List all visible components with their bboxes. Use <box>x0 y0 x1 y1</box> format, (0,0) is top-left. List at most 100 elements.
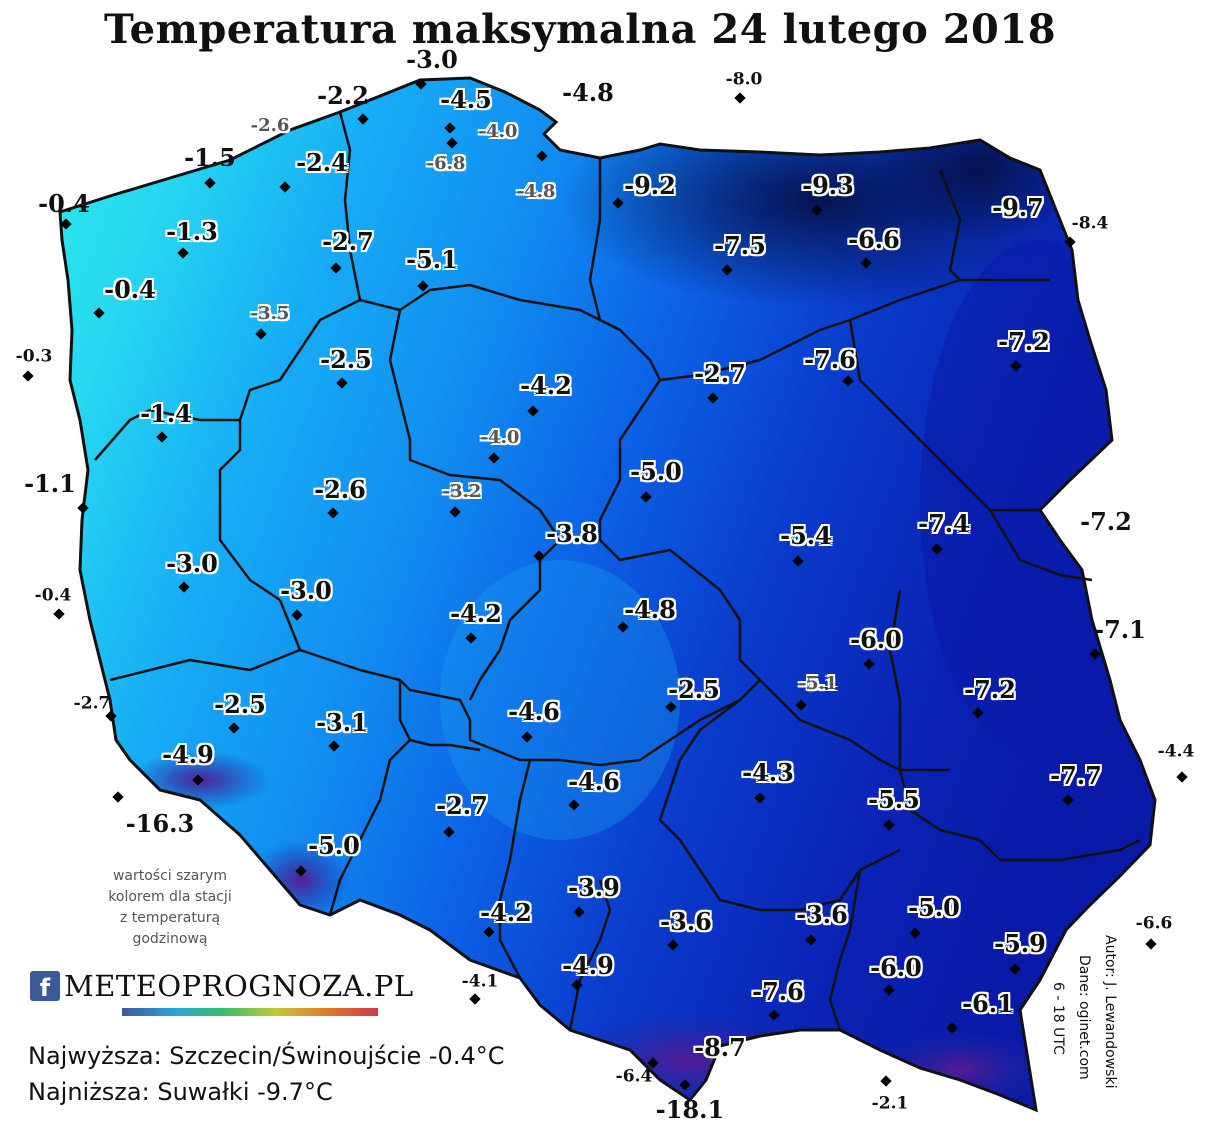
station-marker <box>533 550 545 562</box>
station-temperature: -7.6 <box>804 345 856 374</box>
station-marker <box>795 699 807 711</box>
station-temperature: -6.6 <box>848 225 900 254</box>
station-marker <box>446 137 458 149</box>
station-temperature: -3.8 <box>546 519 598 548</box>
foreign-station-temperature: -6.6 <box>1135 913 1173 934</box>
station-marker <box>1062 794 1074 806</box>
station-marker <box>1145 938 1157 950</box>
station-temperature: -8.7 <box>694 1033 746 1062</box>
brand-logo[interactable]: f METEOPROGNOZA.PL <box>30 966 414 1006</box>
station-temperature: -5.5 <box>868 785 920 814</box>
station-marker <box>112 791 124 803</box>
station-marker <box>1176 771 1188 783</box>
station-temperature: -3.9 <box>568 873 620 902</box>
station-marker <box>483 926 495 938</box>
station-temperature: -7.2 <box>964 675 1016 704</box>
border-station-temperature: -2.2 <box>317 81 369 110</box>
station-temperature: -2.4 <box>296 148 348 177</box>
station-marker <box>465 632 477 644</box>
station-temperature: -2.5 <box>320 345 372 374</box>
foreign-station-temperature: -4.1 <box>461 971 499 992</box>
station-marker <box>768 1009 780 1021</box>
station-temperature: -4.2 <box>450 599 502 628</box>
station-temperature: -2.7 <box>694 359 746 388</box>
station-marker <box>640 491 652 503</box>
time-range-credit: 6 - 18 UTC <box>1050 982 1066 1055</box>
station-marker <box>336 377 348 389</box>
station-marker <box>573 906 585 918</box>
note-line: godzinową <box>132 931 208 947</box>
station-marker <box>443 826 455 838</box>
station-marker <box>972 707 984 719</box>
station-marker <box>883 819 895 831</box>
station-marker <box>665 701 677 713</box>
lowest-temperature: Najniższa: Suwałki -9.7°C <box>28 1078 333 1106</box>
station-temperature: -4.2 <box>520 371 572 400</box>
station-marker <box>571 979 583 991</box>
station-temperature: -9.3 <box>802 171 854 200</box>
station-temperature: -5.0 <box>908 893 960 922</box>
station-marker <box>488 452 500 464</box>
station-temperature: -3.6 <box>660 907 712 936</box>
station-marker <box>327 507 339 519</box>
station-temperature: -2.7 <box>322 227 374 256</box>
station-marker <box>617 621 629 633</box>
border-station-temperature: -1.5 <box>184 143 236 172</box>
station-temperature: -5.0 <box>630 457 682 486</box>
station-marker <box>811 204 823 216</box>
station-marker <box>228 722 240 734</box>
station-marker <box>792 555 804 567</box>
station-marker <box>1010 360 1022 372</box>
hourly-station-temperature: -2.6 <box>250 115 290 136</box>
station-marker <box>679 1079 691 1091</box>
station-temperature: -4.6 <box>568 767 620 796</box>
foreign-station-temperature: -0.3 <box>15 346 53 367</box>
station-temperature: -4.3 <box>742 758 794 787</box>
station-marker <box>192 774 204 786</box>
station-temperature: -4.5 <box>440 85 492 114</box>
author-credit: Autor: J. Lewandowski <box>1102 935 1118 1089</box>
station-marker <box>449 506 461 518</box>
station-marker <box>204 177 216 189</box>
foreign-station-temperature: -2.1 <box>871 1093 909 1114</box>
station-temperature: -7.6 <box>752 977 804 1006</box>
station-temperature: -2.7 <box>436 791 488 820</box>
station-temperature: -4.8 <box>624 595 676 624</box>
station-temperature: -3.1 <box>316 708 368 737</box>
station-temperature: -4.2 <box>480 898 532 927</box>
station-temperature: -3.0 <box>280 576 332 605</box>
station-marker <box>178 581 190 593</box>
facebook-icon[interactable]: f <box>30 971 60 1002</box>
station-marker <box>53 608 65 620</box>
station-marker <box>156 431 168 443</box>
station-temperature: -2.5 <box>214 690 266 719</box>
hourly-station-temperature: -6.8 <box>426 153 466 174</box>
station-marker <box>805 934 817 946</box>
station-marker <box>279 181 291 193</box>
station-marker <box>255 328 267 340</box>
hourly-station-temperature: -4.8 <box>516 181 556 202</box>
station-temperature: -3.6 <box>796 900 848 929</box>
station-marker <box>177 247 189 259</box>
border-station-temperature: -1.1 <box>24 469 76 498</box>
station-marker <box>295 865 307 877</box>
station-marker <box>946 1022 958 1034</box>
highest-temperature: Najwyższa: Szczecin/Świnoujście -0.4°C <box>28 1042 505 1070</box>
station-markers <box>22 78 1188 1091</box>
border-station-temperature: -16.3 <box>125 809 195 838</box>
station-temperature: -7.4 <box>918 509 970 538</box>
station-temperature: -5.9 <box>994 929 1046 958</box>
grey-values-note: wartości szarym kolorem dla stacji z tem… <box>78 866 262 950</box>
station-marker <box>1064 236 1076 248</box>
station-temperature: -4.9 <box>162 740 214 769</box>
station-temperature: -3.0 <box>166 549 218 578</box>
foreign-station-temperature: -2.7 <box>73 693 111 714</box>
station-temperature: -4.9 <box>562 951 614 980</box>
station-marker <box>330 262 342 274</box>
station-marker <box>863 658 875 670</box>
border-station-temperature: -18.1 <box>655 1095 725 1124</box>
station-marker <box>417 280 429 292</box>
station-marker <box>527 405 539 417</box>
station-marker <box>721 264 733 276</box>
station-marker <box>521 731 533 743</box>
